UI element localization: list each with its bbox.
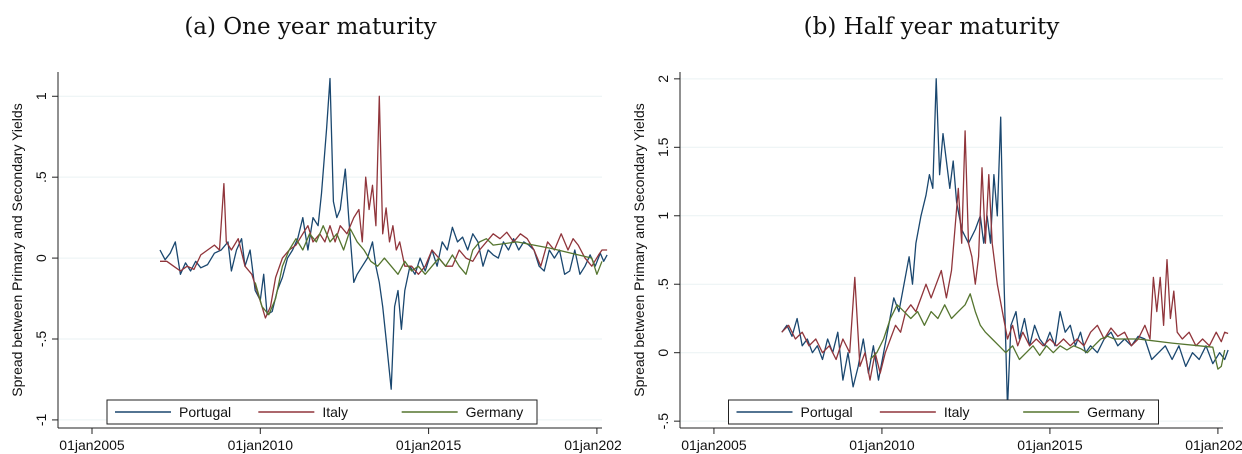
y-tick-label: -1: [33, 413, 49, 426]
chart-panel-a: (a) One year maturity -1 -.5 0 .5 1 01jan2005…: [9, 14, 621, 453]
legend: Portugal Italy Germany: [106, 399, 538, 425]
legend-label-italy: Italy: [944, 404, 970, 420]
x-tick-label: 01jan2010: [228, 437, 294, 453]
y-axis-label: Spread between Primary and Secondary Yie…: [9, 103, 25, 396]
legend-label-portugal: Portugal: [179, 404, 231, 420]
y-tick-label: -.5: [655, 413, 671, 430]
x-tick-label: 01jan2005: [681, 437, 747, 453]
y-tick-label: .5: [655, 278, 671, 290]
y-tick-label: -.5: [33, 331, 49, 348]
x-tick-label: 01jan2015: [1017, 437, 1083, 453]
y-tick-label: 1: [33, 92, 49, 100]
series-line-germany: [869, 293, 1226, 370]
y-tick-label: 1: [655, 212, 671, 220]
y-tick-label: 1.5: [655, 137, 671, 157]
legend-label-germany: Germany: [466, 404, 524, 420]
legend-label-italy: Italy: [322, 404, 348, 420]
chart-title-b: (b) Half year maturity: [803, 14, 1060, 40]
x-tick-label: 01jan2020: [1185, 437, 1242, 453]
series-line-portugal: [159, 77, 608, 390]
x-tick-label: 01jan2020: [564, 437, 621, 453]
chart-b-svg: -.5 0 .5 1 1.5 2 01jan2005 01jan2010 01jan2015 01…: [631, 72, 1242, 453]
legend-label-germany: Germany: [1087, 404, 1145, 420]
x-tick-label: 01jan2015: [396, 437, 462, 453]
y-tick-label: 0: [33, 254, 49, 262]
x-tick-label: 01jan2005: [59, 437, 125, 453]
legend: Portugal Italy Germany: [728, 399, 1159, 425]
series-line-italy: [781, 130, 1229, 381]
chart-title-a: (a) One year maturity: [184, 14, 437, 40]
series-line-portugal: [781, 78, 1229, 409]
chart-panel-b: (b) Half year maturity -.5 0 .5 1 1.5 2 01jan2…: [621, 0, 1242, 454]
y-tick-label: 0: [655, 349, 671, 357]
y-axis-label: Spread between Primary and Secondary Yie…: [631, 103, 647, 396]
legend-box: [106, 399, 538, 425]
chart-a-svg: -1 -.5 0 .5 1 01jan2005 01jan2010 01jan2015 01ja…: [9, 72, 621, 453]
series-line-germany: [254, 225, 603, 316]
series-line-italy: [160, 95, 608, 319]
legend-label-portugal: Portugal: [801, 404, 853, 420]
y-tick-label: .5: [33, 171, 49, 183]
x-tick-label: 01jan2010: [849, 437, 915, 453]
y-tick-label: 2: [655, 75, 671, 83]
legend-box: [728, 399, 1159, 425]
